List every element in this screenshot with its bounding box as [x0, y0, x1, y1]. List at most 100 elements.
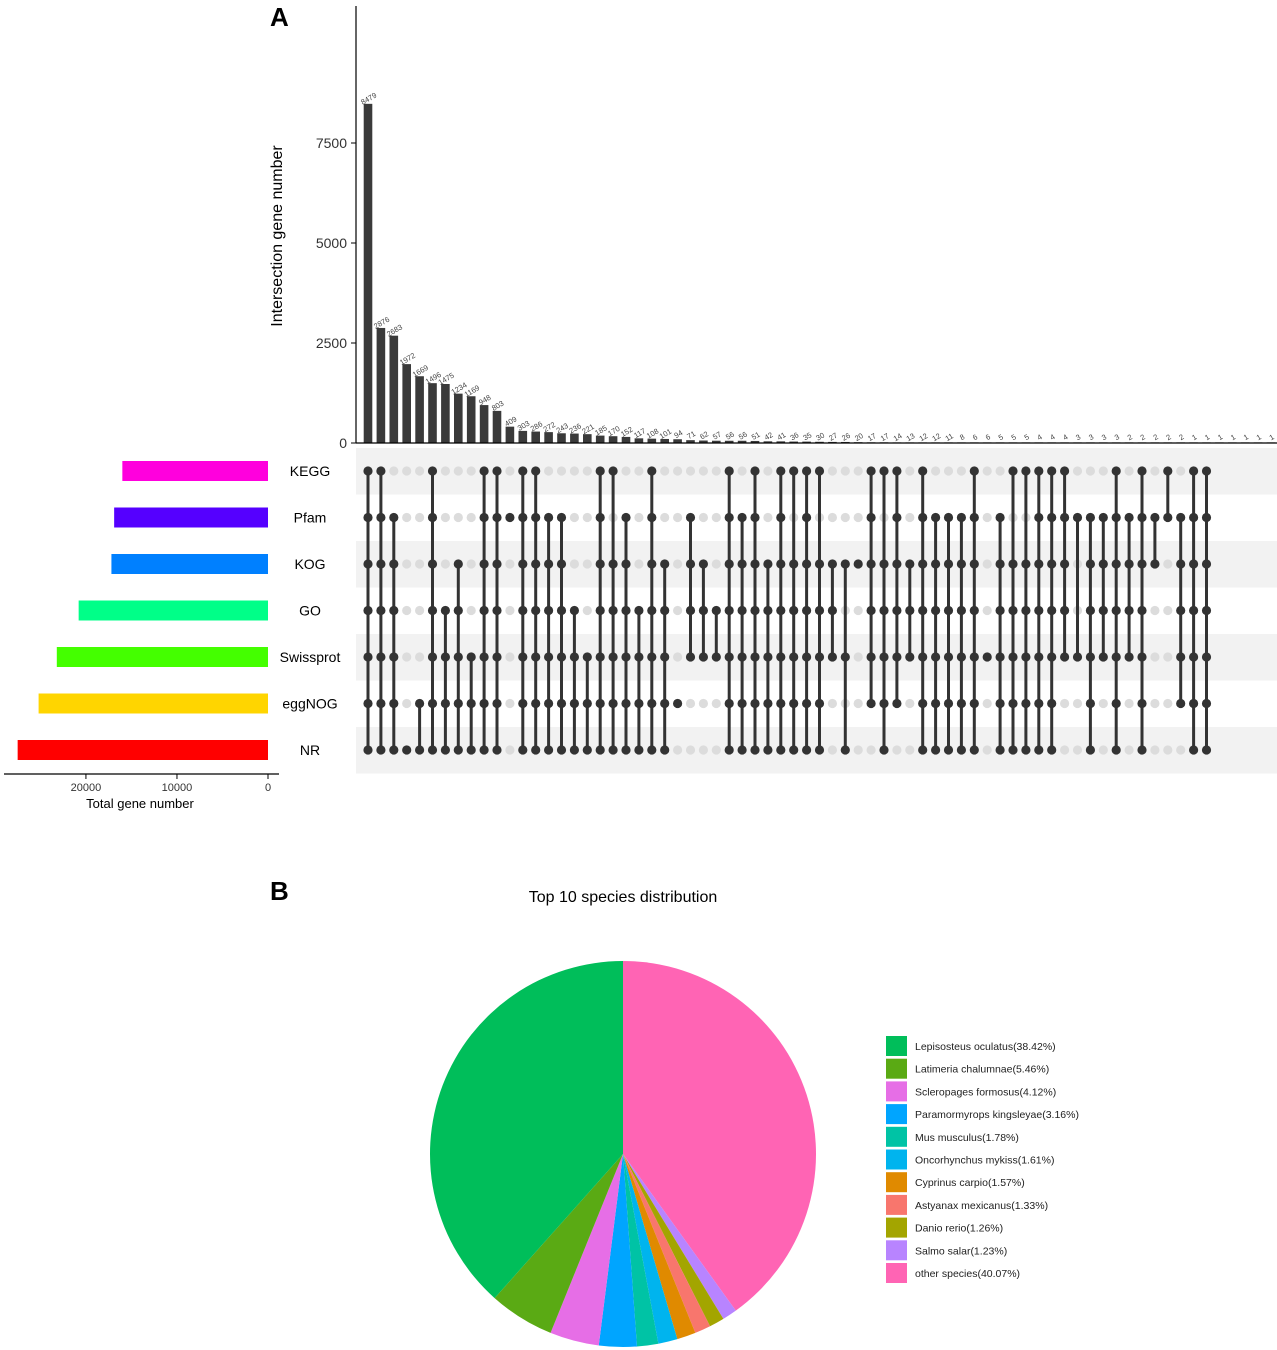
intersection-value-label: 6	[971, 432, 979, 442]
matrix-dot-filled	[866, 559, 876, 569]
matrix-dot-filled	[647, 466, 657, 476]
matrix-dot-empty	[440, 466, 450, 476]
matrix-dot-filled	[466, 745, 476, 755]
matrix-dot-empty	[698, 698, 709, 709]
matrix-dot-empty	[1163, 605, 1173, 616]
matrix-dot-filled	[556, 559, 567, 569]
matrix-dot-filled	[737, 605, 747, 616]
matrix-dot-filled	[711, 652, 721, 662]
matrix-dot-empty	[931, 466, 941, 476]
matrix-dot-filled	[595, 605, 605, 616]
matrix-dot-filled	[814, 559, 825, 569]
matrix-dot-filled	[466, 652, 476, 662]
matrix-dot-filled	[595, 652, 605, 662]
matrix-dot-filled	[479, 605, 489, 616]
matrix-dot-filled	[814, 466, 825, 476]
matrix-dot-filled	[1111, 512, 1121, 523]
matrix-dot-filled	[453, 745, 463, 755]
matrix-dot-empty	[840, 512, 850, 523]
matrix-dot-filled	[969, 512, 979, 523]
intersection-bar	[389, 335, 399, 443]
matrix-dot-empty	[505, 745, 515, 755]
matrix-dot-filled	[531, 698, 541, 709]
matrix-dot-empty	[1124, 466, 1134, 476]
matrix-dot-filled	[776, 605, 786, 616]
intersection-value-label: 26	[840, 431, 852, 443]
intersection-value-label: 1	[1229, 432, 1237, 442]
matrix-dot-filled	[905, 605, 915, 616]
matrix-dot-empty	[1072, 698, 1083, 709]
matrix-dot-filled	[1098, 652, 1108, 662]
matrix-dot-filled	[389, 698, 399, 709]
matrix-dot-filled	[814, 698, 825, 709]
matrix-dot-filled	[1034, 512, 1044, 523]
matrix-dot-filled	[1189, 466, 1199, 476]
intersection-value-label: 56	[724, 430, 736, 442]
matrix-dot-filled	[750, 466, 760, 476]
matrix-dot-empty	[1124, 745, 1134, 755]
matrix-dot-filled	[827, 652, 838, 662]
matrix-dot-filled	[389, 605, 399, 616]
matrix-dot-empty	[673, 466, 683, 476]
matrix-dot-filled	[789, 605, 799, 616]
intersection-y-axis-title: Intersection gene number	[269, 145, 286, 327]
matrix-dot-empty	[634, 512, 644, 523]
matrix-dot-filled	[1176, 652, 1186, 662]
matrix-dot-filled	[492, 466, 502, 476]
matrix-dot-filled	[660, 745, 670, 755]
set-size-bar	[122, 461, 269, 481]
matrix-dot-empty	[982, 605, 992, 616]
intersection-value-label: 51	[750, 430, 762, 442]
matrix-dot-filled	[582, 652, 592, 662]
legend-swatch	[886, 1104, 907, 1125]
matrix-dot-filled	[879, 559, 889, 569]
matrix-dot-filled	[621, 512, 631, 523]
matrix-dot-filled	[1021, 745, 1031, 755]
matrix-dot-filled	[544, 698, 554, 709]
matrix-dot-empty	[685, 698, 696, 709]
matrix-dot-filled	[892, 559, 902, 569]
matrix-dot-filled	[931, 745, 941, 755]
matrix-dot-filled	[918, 745, 928, 755]
intersection-bar	[595, 435, 605, 443]
matrix-dot-filled	[415, 745, 425, 755]
matrix-dot-filled	[750, 605, 760, 616]
matrix-dot-empty	[827, 466, 838, 476]
matrix-dot-filled	[531, 605, 541, 616]
legend-swatch	[886, 1194, 907, 1215]
matrix-dot-filled	[1124, 512, 1134, 523]
matrix-dot-filled	[505, 512, 515, 523]
matrix-dot-filled	[608, 559, 618, 569]
intersection-bar	[376, 327, 386, 443]
pie-slice	[623, 1154, 678, 1344]
set-name-label: KOG	[294, 556, 325, 572]
matrix-dot-filled	[608, 605, 618, 616]
matrix-dot-filled	[673, 698, 683, 709]
intersection-bars	[363, 103, 1276, 443]
matrix-dot-empty	[660, 466, 670, 476]
intersection-bar	[531, 431, 540, 443]
matrix-dot-empty	[402, 605, 412, 616]
matrix-dot-filled	[634, 698, 644, 709]
matrix-dot-filled	[724, 605, 734, 616]
set-size-axis-title: Total gene number	[86, 796, 194, 811]
legend-label: Paramormyrops kingsleyae(3.16%)	[915, 1109, 1079, 1121]
matrix-dot-filled	[479, 745, 489, 755]
matrix-dot-filled	[440, 698, 450, 709]
matrix-dot-filled	[492, 605, 502, 616]
matrix-dot-empty	[505, 605, 515, 616]
matrix-dot-filled	[1111, 652, 1121, 662]
matrix-dot-filled	[556, 698, 567, 709]
intersection-value-label: 36	[789, 430, 801, 442]
matrix-dot-filled	[879, 466, 889, 476]
intersection-matrix	[363, 466, 1212, 755]
matrix-dot-filled	[827, 605, 838, 616]
matrix-dot-filled	[647, 652, 657, 662]
matrix-dot-filled	[776, 745, 786, 755]
matrix-dot-filled	[685, 559, 696, 569]
matrix-dot-filled	[995, 745, 1005, 755]
matrix-dot-filled	[1008, 745, 1018, 755]
intersection-bar	[570, 433, 579, 443]
intersection-value-label: 3	[1113, 432, 1121, 442]
panel-a-label: A	[270, 2, 289, 32]
